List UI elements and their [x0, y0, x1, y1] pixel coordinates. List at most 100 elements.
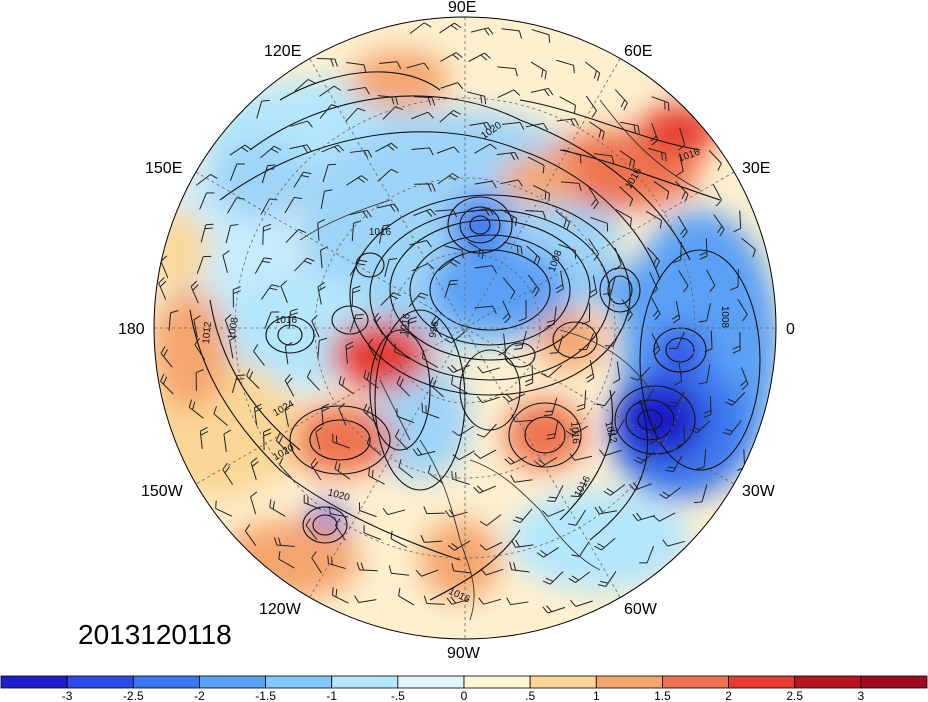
- wind-barb: [294, 257, 315, 272]
- wind-barb: [480, 568, 504, 576]
- wind-barb: [514, 330, 527, 350]
- wind-barb: [652, 512, 676, 522]
- lon-label-150e: 150E: [145, 160, 182, 177]
- wind-barb: [263, 428, 272, 450]
- wind-barb: [190, 280, 199, 304]
- wind-barb: [253, 344, 265, 366]
- wind-barb: [420, 534, 443, 543]
- wind-barb: [677, 215, 688, 239]
- wind-barb: [347, 86, 370, 95]
- wind-barb: [310, 457, 322, 481]
- wind-barb: [598, 449, 622, 457]
- colorbar-swatch: [132, 675, 200, 689]
- wind-barb: [421, 350, 438, 369]
- colorbar-swatch: [66, 675, 134, 689]
- colorbar-tick-label: -2: [194, 689, 205, 702]
- wind-barb: [678, 127, 686, 151]
- wind-barb: [713, 214, 725, 237]
- wind-barb: [651, 96, 670, 111]
- wind-barb: [334, 518, 346, 541]
- colorbar-tick-label: 2: [725, 689, 732, 702]
- wind-barbs: [158, 22, 756, 614]
- wind-barb: [363, 524, 381, 540]
- wind-barb: [213, 406, 228, 426]
- wind-barb: [478, 597, 501, 605]
- wind-barb: [651, 297, 661, 321]
- wind-barb: [363, 403, 377, 425]
- wind-barb: [246, 368, 260, 390]
- wind-barb: [379, 61, 402, 69]
- wind-barb: [423, 506, 445, 515]
- wind-barb: [498, 333, 507, 356]
- wind-barb: [543, 397, 558, 417]
- wind-barb: [615, 209, 633, 227]
- wind-barb: [423, 595, 445, 605]
- wind-barb: [511, 539, 534, 548]
- wind-barb: [703, 396, 712, 419]
- wind-barb: [698, 303, 712, 323]
- wind-barb: [479, 541, 503, 551]
- lon-label-90e: 90E: [448, 0, 476, 16]
- wind-barb: [619, 186, 634, 207]
- wind-barb: [194, 337, 206, 361]
- wind-barb: [632, 512, 656, 522]
- wind-barb: [594, 506, 617, 515]
- colorbar-swatch: [463, 675, 531, 689]
- wind-barb: [168, 310, 179, 331]
- wind-barb: [737, 298, 748, 322]
- wind-barb: [429, 377, 444, 398]
- wind-barb: [413, 208, 437, 217]
- wind-barb: [250, 491, 258, 515]
- wind-barb: [506, 597, 529, 606]
- wind-barb: [322, 163, 337, 183]
- wind-barb: [294, 79, 316, 92]
- wind-barb: [568, 571, 591, 584]
- wind-barb: [222, 250, 230, 273]
- wind-barb: [576, 390, 587, 412]
- wind-barb: [649, 272, 658, 295]
- wind-barb: [593, 153, 615, 164]
- wind-barb: [409, 239, 432, 248]
- wind-barb: [215, 500, 233, 517]
- wind-barb: [585, 95, 597, 118]
- wind-barb: [358, 502, 377, 518]
- wind-barb: [533, 184, 550, 202]
- wind-barb: [662, 539, 685, 547]
- colorbar-tick-label: .5: [525, 689, 535, 702]
- wind-barb: [373, 312, 384, 336]
- wind-barb: [639, 545, 655, 564]
- lon-label-90w: 90W: [447, 645, 481, 662]
- wind-barb: [321, 403, 330, 426]
- wind-barb: [160, 346, 173, 368]
- wind-barb: [199, 427, 209, 450]
- wind-barb: [546, 485, 564, 502]
- wind-barb: [473, 485, 497, 494]
- wind-barb: [188, 399, 204, 419]
- colorbar-tick-label: 1: [593, 689, 600, 702]
- wind-barb: [733, 210, 742, 233]
- wind-barb: [321, 144, 345, 153]
- colorbar-tick-label: 1.5: [654, 689, 671, 702]
- wind-barb: [647, 247, 661, 269]
- contour-value-label: 1016: [369, 227, 392, 238]
- wind-barb: [561, 181, 582, 192]
- wind-barb: [231, 374, 246, 394]
- wind-barb: [328, 505, 349, 518]
- wind-barb: [559, 96, 576, 114]
- contour-value-label: 1012: [201, 321, 214, 345]
- wind-barb: [650, 122, 659, 146]
- colorbar-swatch: [662, 675, 729, 689]
- wind-barb: [345, 341, 354, 364]
- wind-barb: [588, 186, 599, 210]
- wind-barb: [588, 275, 598, 298]
- lon-label-120w: 120W: [259, 601, 302, 618]
- wind-barb: [556, 59, 575, 74]
- wind-barb: [571, 541, 590, 558]
- wind-barb: [468, 52, 491, 62]
- wind-barb: [427, 465, 444, 484]
- wind-barb: [619, 150, 636, 169]
- wind-barb: [395, 429, 409, 451]
- wind-barb: [390, 530, 408, 548]
- wind-barb: [667, 391, 686, 408]
- wind-barb: [384, 258, 398, 278]
